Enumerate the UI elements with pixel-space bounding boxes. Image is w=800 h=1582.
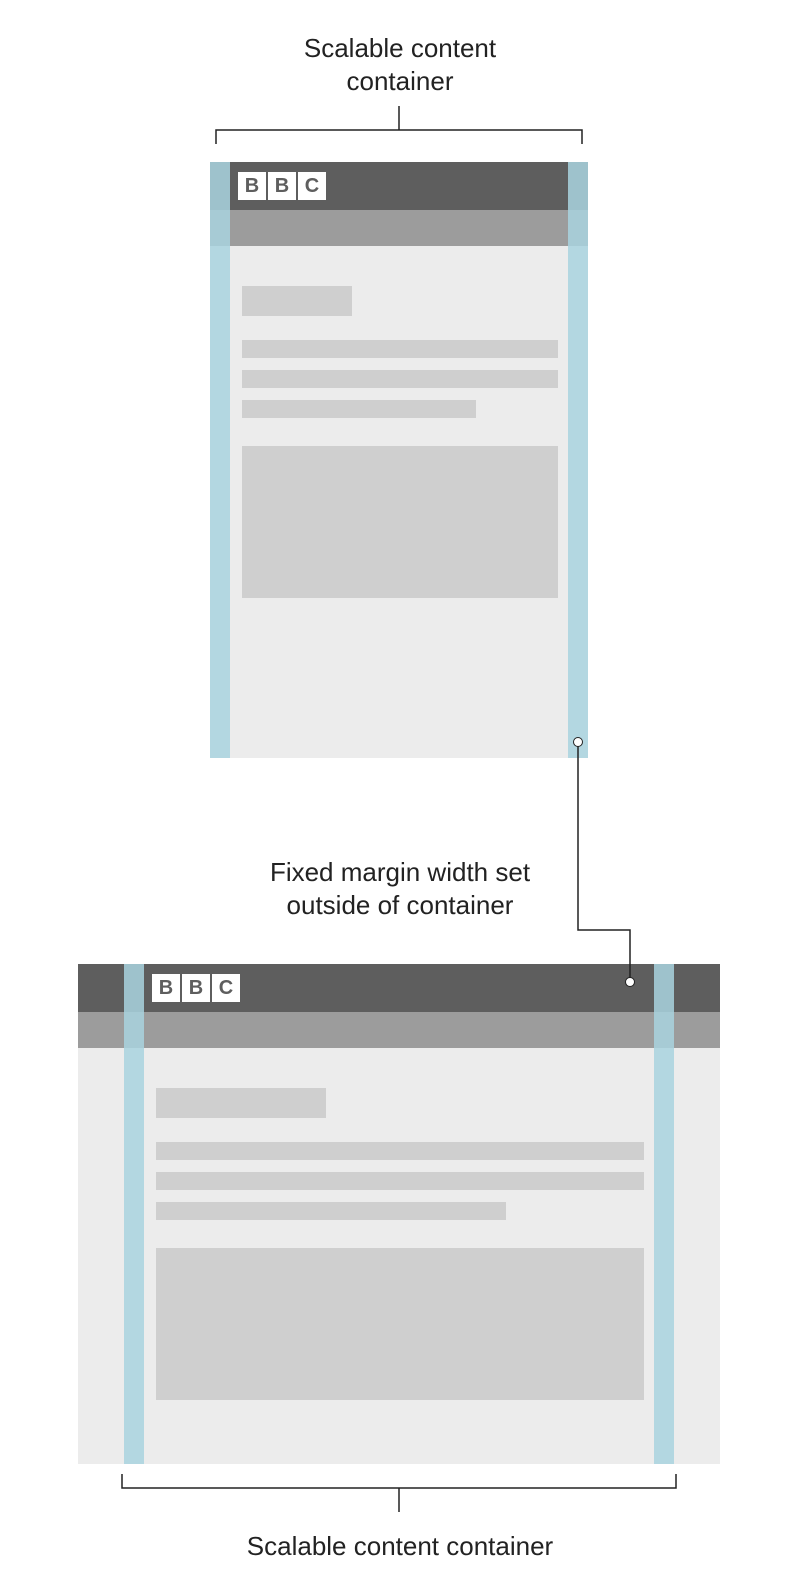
label-bottom: Scalable content container <box>0 1530 800 1563</box>
margin-band-right <box>568 162 588 758</box>
logo-block: B <box>182 974 210 1002</box>
logo-block: B <box>152 974 180 1002</box>
bbc-logo: BBC <box>238 172 326 200</box>
bbc-logo: BBC <box>152 974 240 1002</box>
logo-block: B <box>238 172 266 200</box>
diagram-canvas: Scalable contentcontainer Fixed margin wi… <box>0 0 800 1582</box>
mockup-narrow: BBC <box>210 162 588 758</box>
margin-band-right <box>654 964 674 1464</box>
margin-band-left <box>124 964 144 1464</box>
label-middle: Fixed margin width setoutside of contain… <box>0 856 800 921</box>
label-top: Scalable contentcontainer <box>0 32 800 97</box>
leader-dot-0 <box>573 737 583 747</box>
leader-dot-1 <box>625 977 635 987</box>
logo-block: C <box>298 172 326 200</box>
placeholder-2 <box>242 370 558 388</box>
placeholder-4 <box>242 446 558 598</box>
margin-band-left <box>210 162 230 758</box>
placeholder-3 <box>242 400 476 418</box>
placeholder-3 <box>156 1202 506 1220</box>
logo-block: C <box>212 974 240 1002</box>
placeholder-0 <box>242 286 352 316</box>
placeholder-1 <box>156 1142 644 1160</box>
mockup-wide: BBC <box>78 964 720 1464</box>
subheader-bar <box>210 210 588 246</box>
logo-block: B <box>268 172 296 200</box>
subheader-bar <box>78 1012 720 1048</box>
placeholder-1 <box>242 340 558 358</box>
placeholder-2 <box>156 1172 644 1190</box>
placeholder-0 <box>156 1088 326 1118</box>
placeholder-4 <box>156 1248 644 1400</box>
